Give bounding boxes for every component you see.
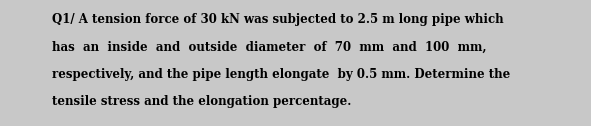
Text: respectively, and the pipe length elongate  by 0.5 mm. Determine the: respectively, and the pipe length elonga… [51,68,510,81]
Text: Q1/ A tension force of 30 kN was subjected to 2.5 m long pipe which: Q1/ A tension force of 30 kN was subject… [51,13,503,26]
Text: has  an  inside  and  outside  diameter  of  70  mm  and  100  mm,: has an inside and outside diameter of 70… [51,41,486,54]
Text: tensile stress and the elongation percentage.: tensile stress and the elongation percen… [51,95,351,108]
